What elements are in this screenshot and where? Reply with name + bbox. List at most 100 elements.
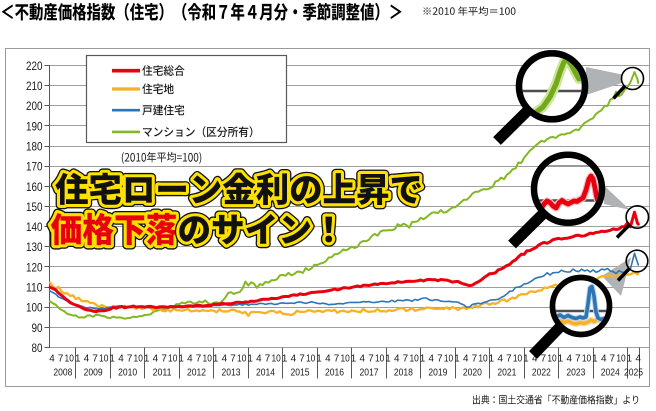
svg-text:120: 120 — [26, 260, 43, 274]
svg-text:1: 1 — [144, 353, 150, 364]
svg-text:160: 160 — [26, 180, 43, 194]
svg-text:4: 4 — [566, 353, 572, 364]
svg-text:2016: 2016 — [325, 367, 344, 378]
svg-text:4: 4 — [360, 353, 366, 364]
svg-text:2018: 2018 — [394, 367, 413, 378]
svg-text:1: 1 — [351, 353, 357, 364]
svg-text:170: 170 — [26, 160, 43, 174]
svg-text:4: 4 — [256, 353, 262, 364]
svg-text:1: 1 — [592, 353, 598, 364]
svg-text:4: 4 — [498, 353, 504, 364]
svg-text:4: 4 — [84, 353, 90, 364]
svg-text:110: 110 — [26, 281, 43, 295]
svg-text:10: 10 — [271, 353, 281, 364]
svg-text:180: 180 — [26, 140, 43, 154]
svg-text:7: 7 — [403, 353, 409, 364]
svg-text:2009: 2009 — [84, 367, 103, 378]
svg-text:4: 4 — [325, 353, 331, 364]
svg-text:2020: 2020 — [463, 367, 482, 378]
svg-text:10: 10 — [99, 353, 109, 364]
svg-text:2013: 2013 — [222, 367, 241, 378]
svg-text:100: 100 — [26, 301, 43, 315]
svg-text:7: 7 — [92, 353, 98, 364]
svg-text:10: 10 — [409, 353, 419, 364]
svg-text:4: 4 — [49, 353, 55, 364]
svg-text:4: 4 — [222, 353, 228, 364]
svg-text:7: 7 — [196, 353, 202, 364]
svg-text:4: 4 — [187, 353, 193, 364]
svg-text:1: 1 — [420, 353, 426, 364]
svg-text:2017: 2017 — [360, 367, 379, 378]
svg-text:2023: 2023 — [566, 367, 585, 378]
svg-text:210: 210 — [26, 79, 43, 93]
svg-text:10: 10 — [203, 353, 213, 364]
svg-text:7: 7 — [506, 353, 512, 364]
svg-text:4: 4 — [635, 353, 641, 364]
svg-text:4: 4 — [153, 353, 159, 364]
svg-text:4: 4 — [394, 353, 400, 364]
svg-text:10: 10 — [616, 353, 626, 364]
svg-text:1: 1 — [523, 353, 529, 364]
svg-text:7: 7 — [58, 353, 64, 364]
svg-text:10: 10 — [306, 353, 316, 364]
svg-text:90: 90 — [32, 321, 43, 335]
svg-text:220: 220 — [26, 59, 43, 73]
svg-text:1: 1 — [454, 353, 460, 364]
svg-text:7: 7 — [265, 353, 271, 364]
svg-text:10: 10 — [478, 353, 488, 364]
svg-text:10: 10 — [582, 353, 592, 364]
svg-text:10: 10 — [168, 353, 178, 364]
svg-text:2012: 2012 — [187, 367, 206, 378]
svg-text:7: 7 — [161, 353, 167, 364]
svg-text:7: 7 — [541, 353, 547, 364]
svg-text:10: 10 — [134, 353, 144, 364]
svg-text:7: 7 — [334, 353, 340, 364]
svg-text:2019: 2019 — [428, 367, 447, 378]
svg-text:1: 1 — [75, 353, 81, 364]
svg-text:7: 7 — [610, 353, 616, 364]
svg-text:7: 7 — [575, 353, 581, 364]
svg-text:2021: 2021 — [497, 367, 516, 378]
svg-text:1: 1 — [316, 353, 322, 364]
svg-text:2015: 2015 — [291, 367, 310, 378]
svg-text:1: 1 — [385, 353, 391, 364]
svg-text:7: 7 — [472, 353, 478, 364]
svg-text:10: 10 — [444, 353, 454, 364]
svg-text:1: 1 — [247, 353, 253, 364]
svg-text:10: 10 — [65, 353, 75, 364]
svg-text:2025: 2025 — [624, 367, 643, 378]
svg-text:200: 200 — [26, 99, 43, 113]
svg-text:4: 4 — [532, 353, 538, 364]
svg-text:1: 1 — [109, 353, 115, 364]
svg-text:1: 1 — [178, 353, 184, 364]
svg-text:2022: 2022 — [532, 367, 551, 378]
svg-text:1: 1 — [558, 353, 564, 364]
svg-text:130: 130 — [26, 240, 43, 254]
svg-text:4: 4 — [429, 353, 435, 364]
svg-text:190: 190 — [26, 119, 43, 133]
svg-text:2011: 2011 — [153, 367, 172, 378]
svg-text:7: 7 — [368, 353, 374, 364]
svg-text:10: 10 — [513, 353, 523, 364]
svg-text:140: 140 — [26, 220, 43, 234]
svg-text:2008: 2008 — [53, 367, 72, 378]
svg-text:150: 150 — [26, 200, 43, 214]
svg-text:7: 7 — [299, 353, 305, 364]
svg-text:2024: 2024 — [601, 367, 620, 378]
svg-text:2010: 2010 — [118, 367, 137, 378]
svg-text:4: 4 — [118, 353, 124, 364]
svg-text:80: 80 — [32, 341, 43, 355]
svg-text:4: 4 — [291, 353, 297, 364]
svg-text:10: 10 — [375, 353, 385, 364]
svg-text:1: 1 — [489, 353, 495, 364]
svg-text:7: 7 — [437, 353, 443, 364]
svg-text:1: 1 — [282, 353, 288, 364]
svg-text:7: 7 — [127, 353, 133, 364]
svg-text:7: 7 — [230, 353, 236, 364]
svg-text:10: 10 — [547, 353, 557, 364]
svg-text:1: 1 — [213, 353, 219, 364]
svg-text:10: 10 — [340, 353, 350, 364]
svg-text:4: 4 — [463, 353, 469, 364]
svg-text:1: 1 — [627, 353, 633, 364]
svg-text:4: 4 — [601, 353, 607, 364]
